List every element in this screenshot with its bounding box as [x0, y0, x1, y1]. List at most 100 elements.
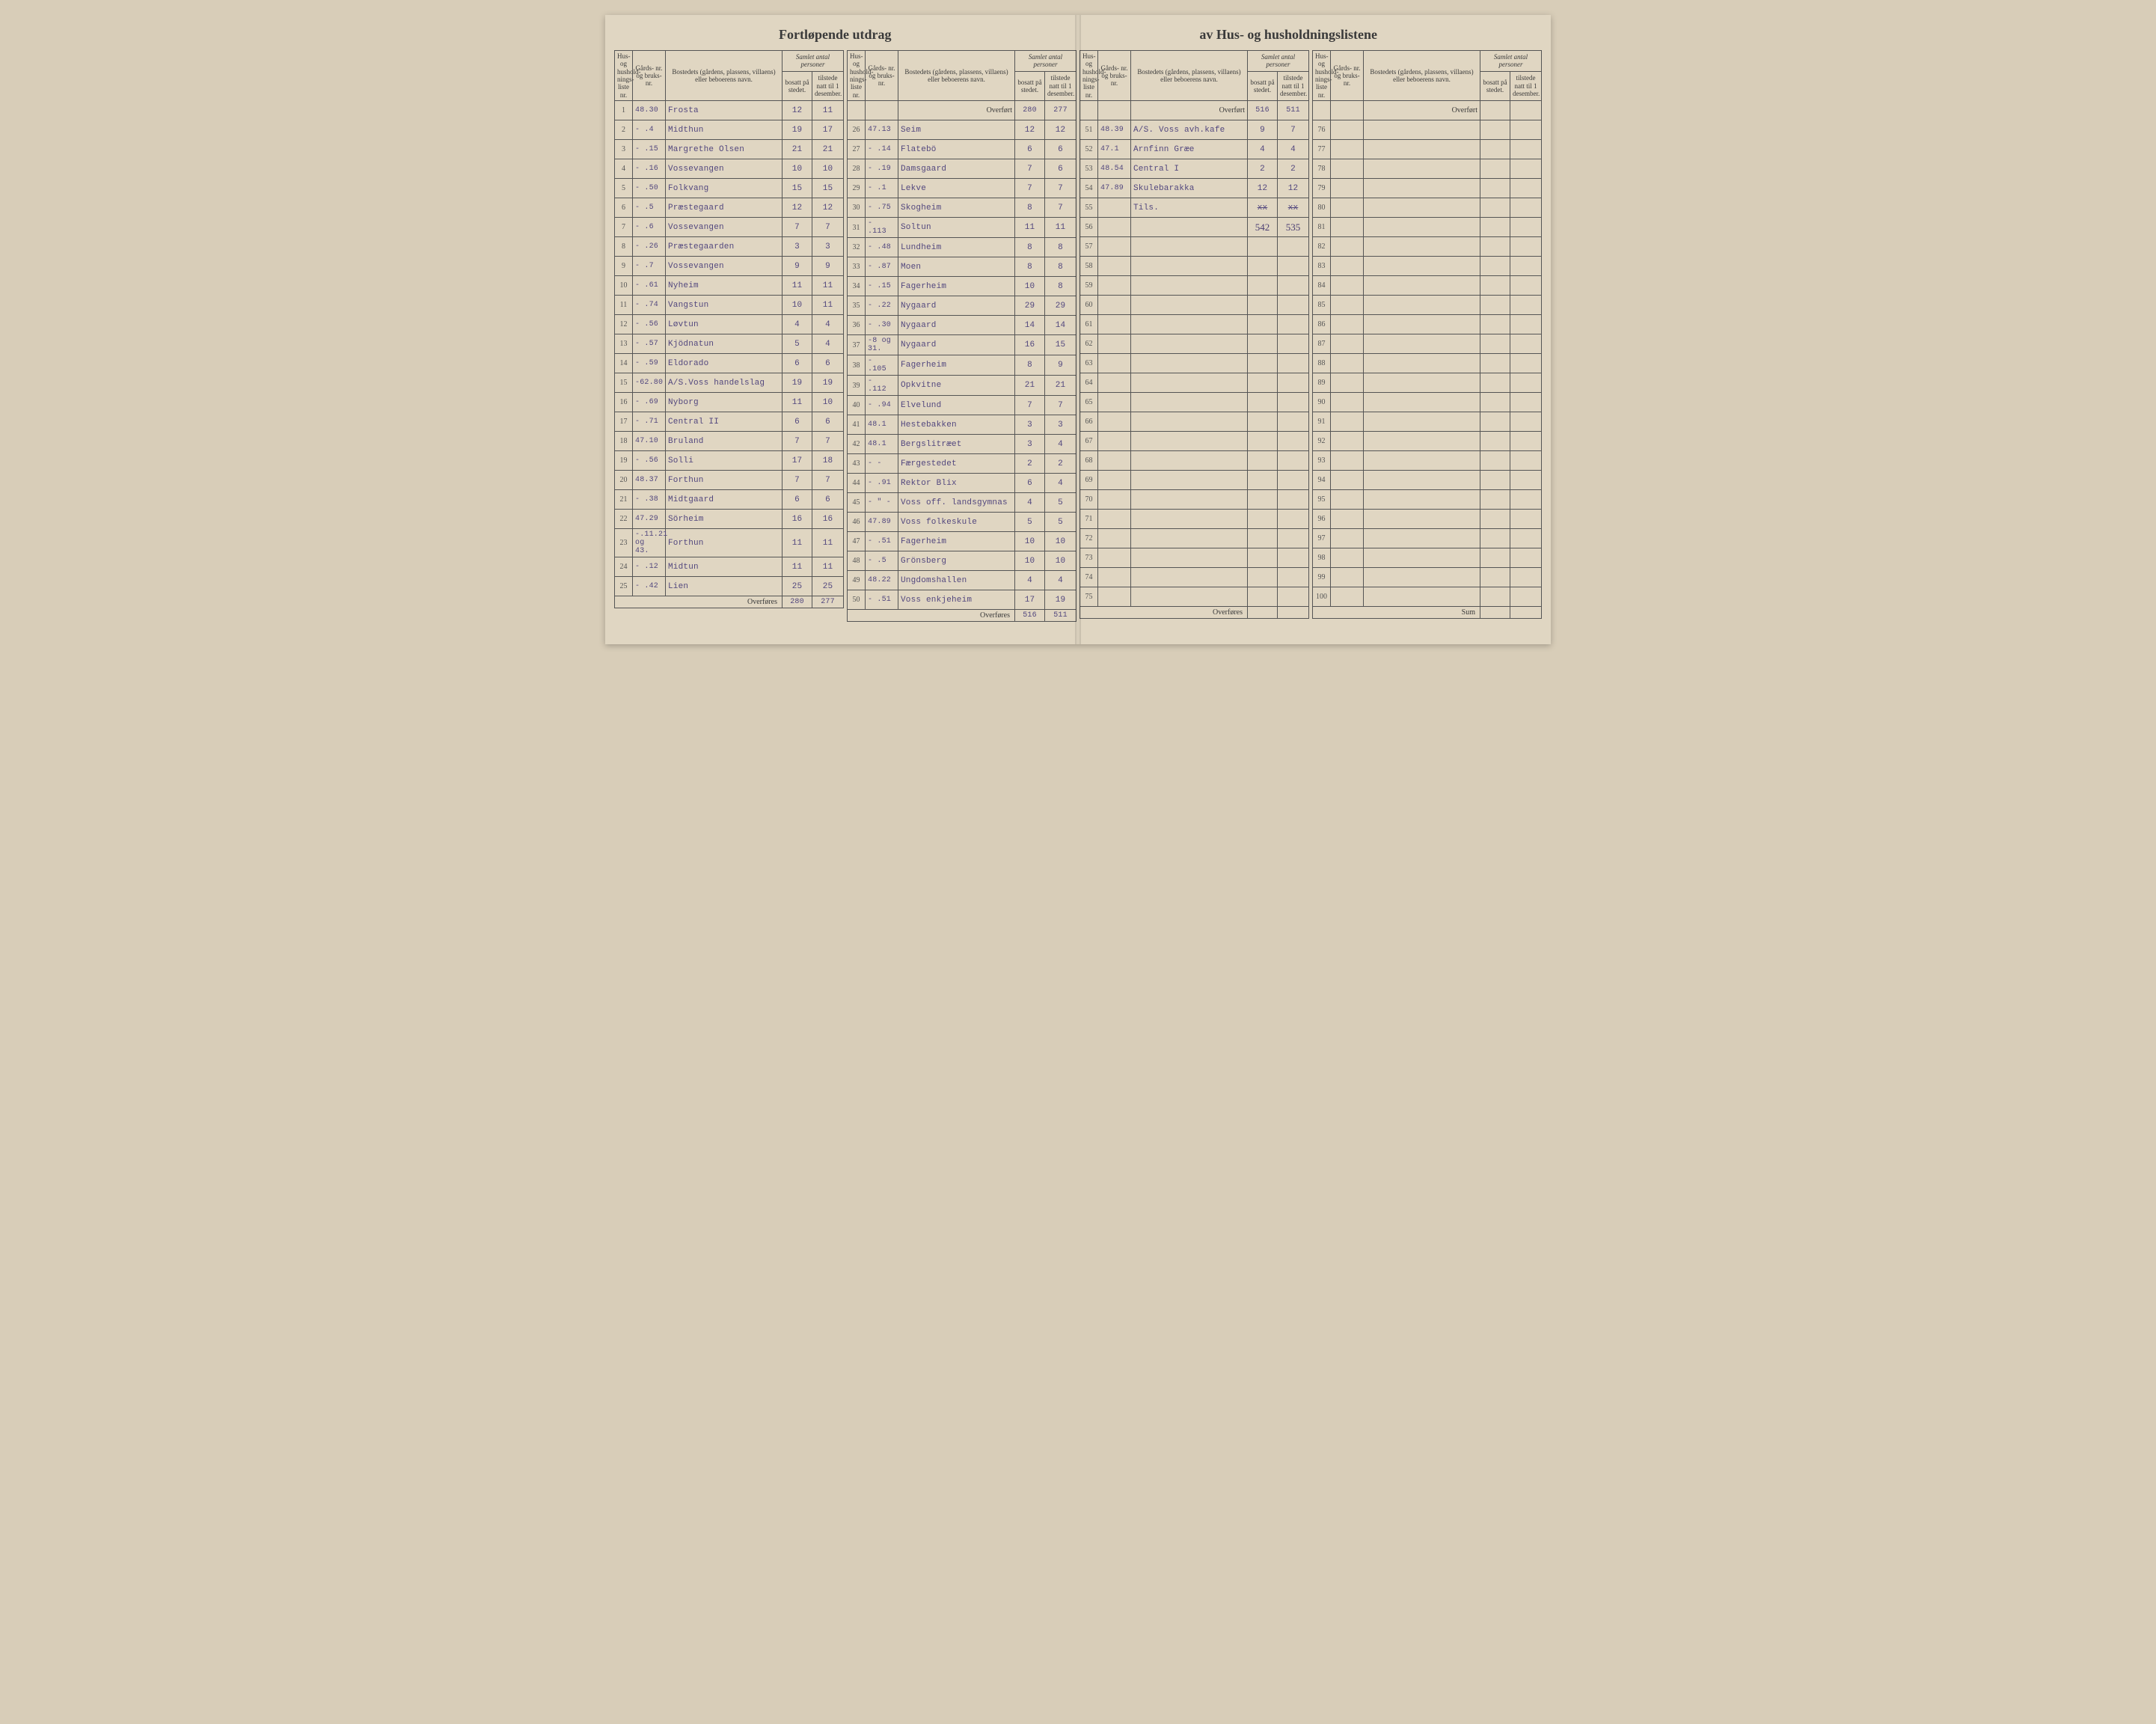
gards-cell: - .94: [866, 396, 898, 415]
gards-cell: [1331, 548, 1364, 568]
h-tilstede: tilstede natt til 1 desember.: [812, 71, 844, 100]
row-number: 40: [848, 396, 866, 415]
tilstede-cell: 3: [1045, 415, 1077, 435]
name-cell: Nygaard: [898, 316, 1015, 335]
row-number: 2: [615, 120, 633, 140]
gards-cell: - .56: [633, 451, 666, 471]
tilstede-cell: [1278, 587, 1309, 607]
tilstede-cell: 11: [1045, 218, 1077, 238]
name-cell: Moen: [898, 257, 1015, 277]
gards-cell: - .26: [633, 237, 666, 257]
tilstede-cell: 4: [1278, 140, 1309, 159]
table-row: 2247.29Sörheim1616: [615, 510, 844, 529]
table-row: 19- .56Solli1718: [615, 451, 844, 471]
h-samlet: Samlet antal personer: [1248, 51, 1309, 72]
tilstede-cell: [1278, 276, 1309, 296]
row-number: 69: [1080, 471, 1098, 490]
tilstede-cell: 10: [812, 393, 844, 412]
bosatt-cell: 5: [783, 334, 812, 354]
table-row: 5447.89Skulebarakka1212: [1080, 179, 1309, 198]
tilstede-cell: 2: [1045, 454, 1077, 474]
table-row: 69: [1080, 471, 1309, 490]
gards-cell: [1098, 257, 1131, 276]
tilstede-cell: [1510, 373, 1542, 393]
table-row: 65: [1080, 393, 1309, 412]
row-number: 59: [1080, 276, 1098, 296]
bosatt-cell: 17: [1015, 590, 1045, 610]
name-cell: [1364, 218, 1480, 237]
table-row: 7- .6Vossevangen77: [615, 218, 844, 237]
table-row: 77: [1313, 140, 1542, 159]
name-cell: [1131, 373, 1248, 393]
h-liste: Hus- og hushold- nings- liste nr.: [1080, 51, 1098, 101]
name-cell: Flatebö: [898, 140, 1015, 159]
gards-cell: [1331, 490, 1364, 510]
gards-cell: [1331, 159, 1364, 179]
row-number: 30: [848, 198, 866, 218]
bosatt-cell: 29: [1015, 296, 1045, 316]
row-number: 97: [1313, 529, 1331, 548]
table-row: 31- .113Soltun1111: [848, 218, 1077, 238]
table-row: 87: [1313, 334, 1542, 354]
name-cell: [1364, 548, 1480, 568]
bosatt-cell: 9: [783, 257, 812, 276]
gards-cell: - .105: [866, 355, 898, 376]
row-number: 27: [848, 140, 866, 159]
name-cell: Voss enkjeheim: [898, 590, 1015, 610]
table-row: 17- .71Central II66: [615, 412, 844, 432]
row-number: 15: [615, 373, 633, 393]
name-cell: [1364, 451, 1480, 471]
row-number: 25: [615, 577, 633, 596]
name-cell: [1364, 373, 1480, 393]
row-number: 84: [1313, 276, 1331, 296]
bosatt-cell: [1480, 529, 1510, 548]
bosatt-cell: [1480, 393, 1510, 412]
row-number: 3: [615, 140, 633, 159]
bosatt-cell: [1248, 432, 1278, 451]
table-row: 10- .61Nyheim1111: [615, 276, 844, 296]
tilstede-cell: [1510, 120, 1542, 140]
bosatt-cell: [1248, 315, 1278, 334]
tilstede-cell: 6: [812, 354, 844, 373]
ledger-col-2: Hus- og hushold- nings- liste nr. Gårds-…: [847, 50, 1077, 622]
table-row: 5148.39A/S. Voss avh.kafe97: [1080, 120, 1309, 140]
table-row: 50- .51Voss enkjeheim1719: [848, 590, 1077, 610]
name-cell: Rektor Blix: [898, 474, 1015, 493]
row-number: 14: [615, 354, 633, 373]
table-row: 96: [1313, 510, 1542, 529]
table-row: 59: [1080, 276, 1309, 296]
gards-cell: - .50: [633, 179, 666, 198]
name-cell: [1131, 296, 1248, 315]
table-row: 29- .1Lekve77: [848, 179, 1077, 198]
tilstede-cell: [1278, 529, 1309, 548]
name-cell: Fagerheim: [898, 532, 1015, 551]
table-row: 1847.10Bruland77: [615, 432, 844, 451]
tilstede-cell: 3: [812, 237, 844, 257]
gards-cell: -.11.21 og 43.: [633, 529, 666, 557]
bosatt-cell: 6: [783, 354, 812, 373]
table-row: 92: [1313, 432, 1542, 451]
tilstede-cell: 10: [1045, 551, 1077, 571]
gards-cell: - .69: [633, 393, 666, 412]
row-number: 4: [615, 159, 633, 179]
name-cell: [1364, 432, 1480, 451]
bosatt-cell: 4: [1015, 571, 1045, 590]
row-number: 26: [848, 120, 866, 140]
gards-cell: - .51: [866, 590, 898, 610]
tilstede-cell: [1510, 237, 1542, 257]
table-row: 79: [1313, 179, 1542, 198]
table-row: 56542535: [1080, 218, 1309, 237]
bosatt-cell: [1248, 334, 1278, 354]
name-cell: [1364, 237, 1480, 257]
gards-cell: - .30: [866, 316, 898, 335]
name-cell: Tils.: [1131, 198, 1248, 218]
tilstede-cell: [1278, 373, 1309, 393]
tilstede-cell: 9: [1045, 355, 1077, 376]
tilstede-cell: [1510, 568, 1542, 587]
name-cell: Central I: [1131, 159, 1248, 179]
gards-cell: [1098, 529, 1131, 548]
gards-cell: [1098, 451, 1131, 471]
gards-cell: - .15: [866, 277, 898, 296]
gards-cell: - .87: [866, 257, 898, 277]
row-number: 98: [1313, 548, 1331, 568]
